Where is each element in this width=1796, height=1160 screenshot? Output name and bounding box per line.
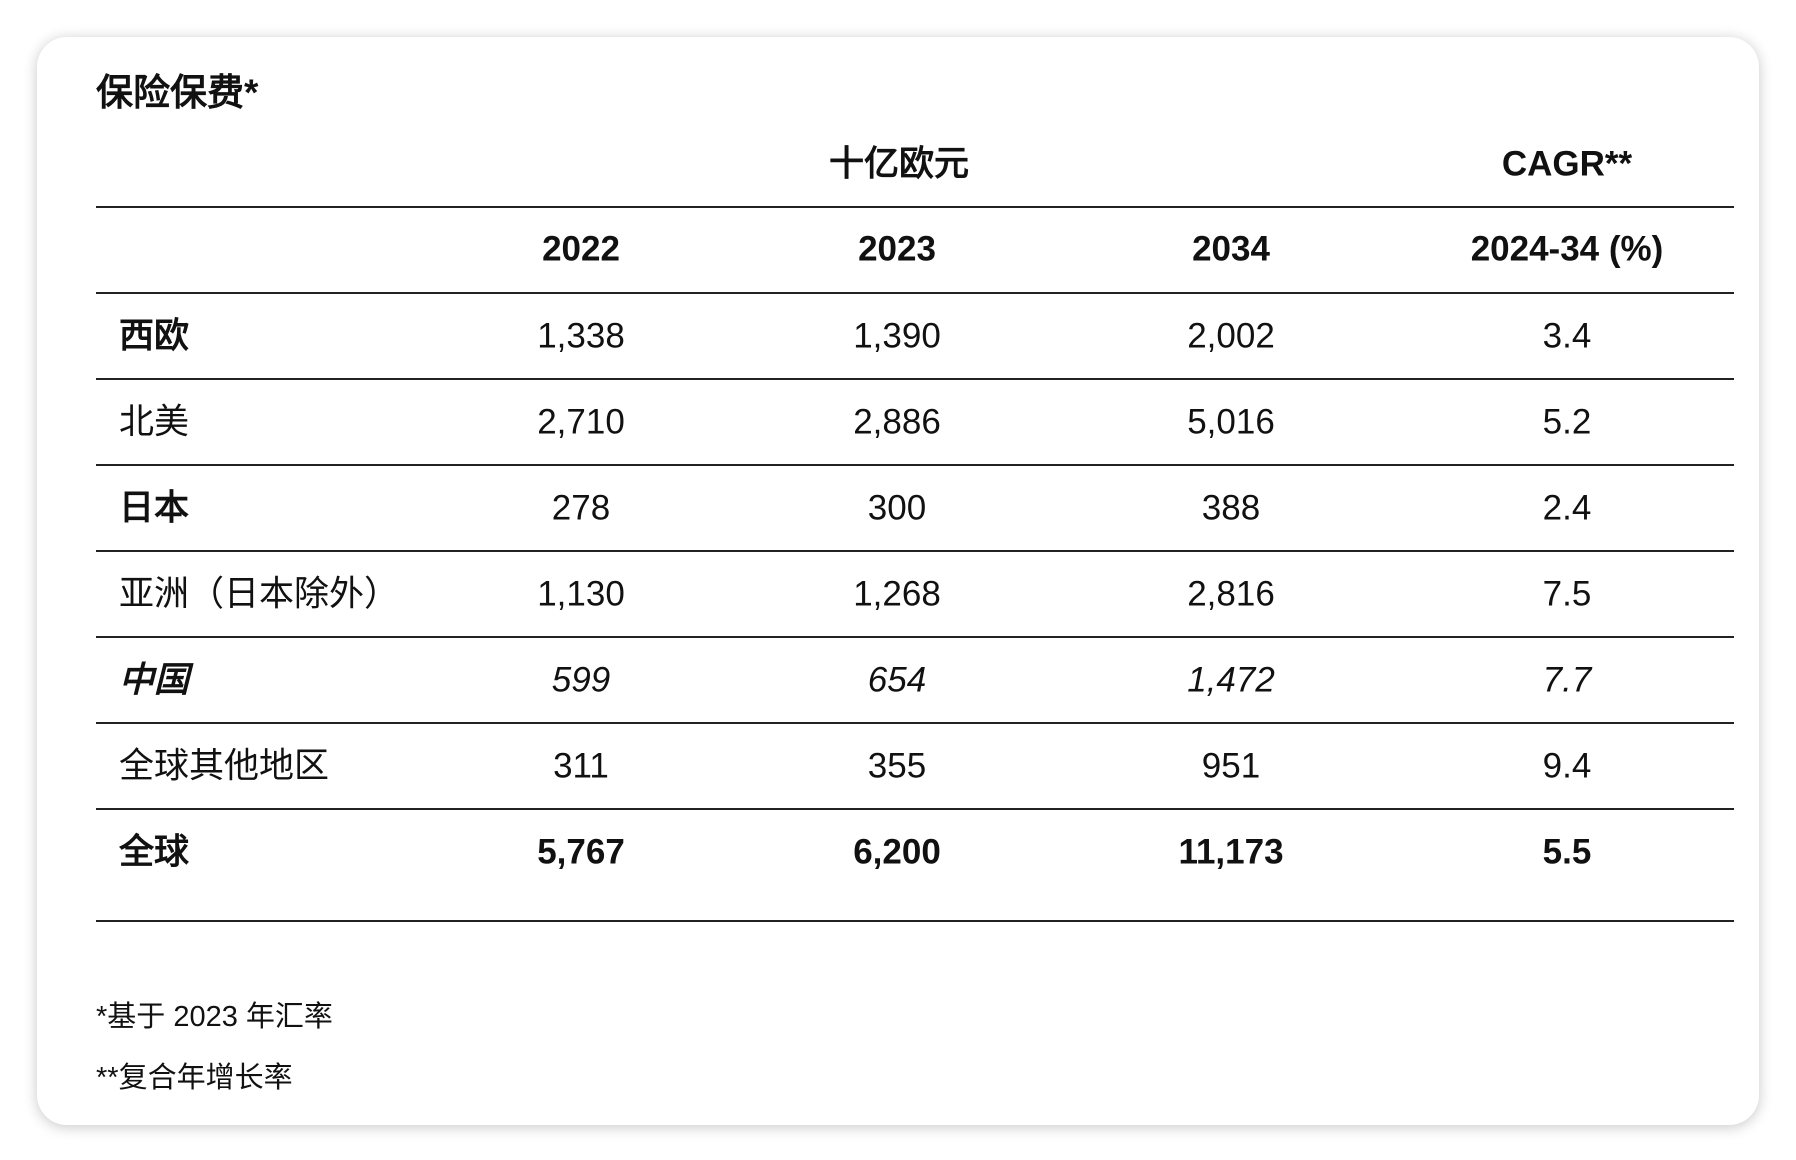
- cell: 7.7: [1542, 660, 1592, 700]
- cell: 5.5: [1542, 832, 1592, 872]
- cell: 2,710: [537, 402, 625, 442]
- row-label: 亚洲（日本除外）: [119, 574, 400, 614]
- cell: 2,816: [1187, 574, 1275, 614]
- rule: [96, 206, 1734, 208]
- cell: 11,173: [1178, 832, 1284, 872]
- column-header: 2024-34 (%): [1470, 229, 1664, 269]
- cell: 6,200: [853, 832, 941, 872]
- cell: 654: [867, 660, 927, 700]
- cell: 951: [1201, 746, 1261, 786]
- group-header: CAGR**: [1501, 144, 1633, 184]
- rule: [96, 292, 1734, 294]
- column-header: 2034: [1192, 229, 1270, 269]
- rule: [96, 378, 1734, 380]
- cell: 3.4: [1542, 316, 1592, 356]
- rule: [96, 722, 1734, 724]
- column-header: 2022: [542, 229, 620, 269]
- cell: 5.2: [1542, 402, 1592, 442]
- cell: 5,016: [1187, 402, 1275, 442]
- footnote: *基于 2023 年汇率: [96, 1001, 333, 1033]
- card: [37, 37, 1759, 1125]
- cell: 278: [551, 488, 611, 528]
- group-header: 十亿欧元: [828, 144, 970, 184]
- row-label: 西欧: [119, 316, 190, 356]
- row-label: 全球其他地区: [119, 746, 330, 786]
- column-header: 2023: [858, 229, 936, 269]
- cell: 5,767: [537, 832, 625, 872]
- title: 保险保费*: [96, 72, 259, 113]
- rule: [96, 920, 1734, 922]
- cell: 599: [551, 660, 611, 700]
- cell: 311: [553, 746, 609, 786]
- cell: 7.5: [1542, 574, 1592, 614]
- row-label: 中国: [119, 660, 190, 700]
- cell: 2,886: [853, 402, 941, 442]
- cell: 1,268: [853, 574, 941, 614]
- row-label: 全球: [119, 832, 190, 872]
- cell: 2.4: [1542, 488, 1592, 528]
- rule: [96, 808, 1734, 810]
- cell: 1,338: [537, 316, 625, 356]
- cell: 9.4: [1542, 746, 1592, 786]
- row-label: 日本: [119, 488, 190, 528]
- cell: 300: [867, 488, 927, 528]
- rule: [96, 636, 1734, 638]
- row-label: 北美: [119, 402, 190, 442]
- rule: [96, 464, 1734, 466]
- rule: [96, 550, 1734, 552]
- cell: 1,472: [1187, 660, 1275, 700]
- cell: 1,390: [853, 316, 941, 356]
- cell: 2,002: [1187, 316, 1275, 356]
- cell: 355: [867, 746, 927, 786]
- footnote: **复合年增长率: [96, 1062, 293, 1094]
- cell: 388: [1201, 488, 1261, 528]
- cell: 1,130: [537, 574, 625, 614]
